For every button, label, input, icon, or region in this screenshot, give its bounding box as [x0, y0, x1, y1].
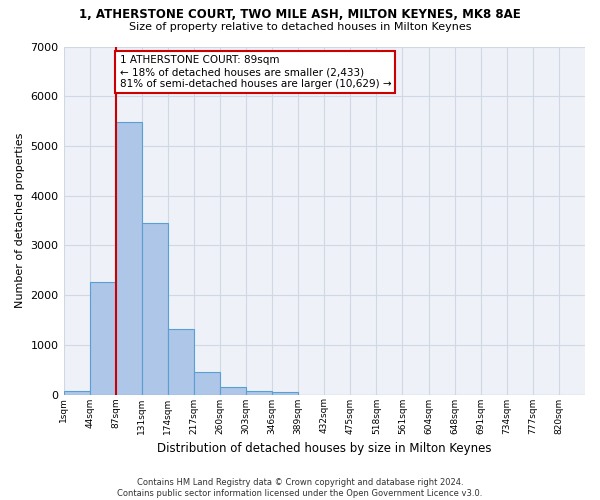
Bar	[246, 390, 272, 394]
Bar	[142, 224, 168, 394]
Text: Size of property relative to detached houses in Milton Keynes: Size of property relative to detached ho…	[129, 22, 471, 32]
Text: Contains HM Land Registry data © Crown copyright and database right 2024.
Contai: Contains HM Land Registry data © Crown c…	[118, 478, 482, 498]
Text: 1 ATHERSTONE COURT: 89sqm
← 18% of detached houses are smaller (2,433)
81% of se: 1 ATHERSTONE COURT: 89sqm ← 18% of detac…	[119, 56, 391, 88]
Bar	[194, 372, 220, 394]
Bar	[220, 387, 246, 394]
Bar	[116, 122, 142, 394]
Bar	[272, 392, 298, 394]
Text: 1, ATHERSTONE COURT, TWO MILE ASH, MILTON KEYNES, MK8 8AE: 1, ATHERSTONE COURT, TWO MILE ASH, MILTO…	[79, 8, 521, 20]
Bar	[168, 329, 194, 394]
Bar	[89, 282, 116, 395]
Bar	[64, 391, 89, 394]
X-axis label: Distribution of detached houses by size in Milton Keynes: Distribution of detached houses by size …	[157, 442, 491, 455]
Y-axis label: Number of detached properties: Number of detached properties	[15, 133, 25, 308]
